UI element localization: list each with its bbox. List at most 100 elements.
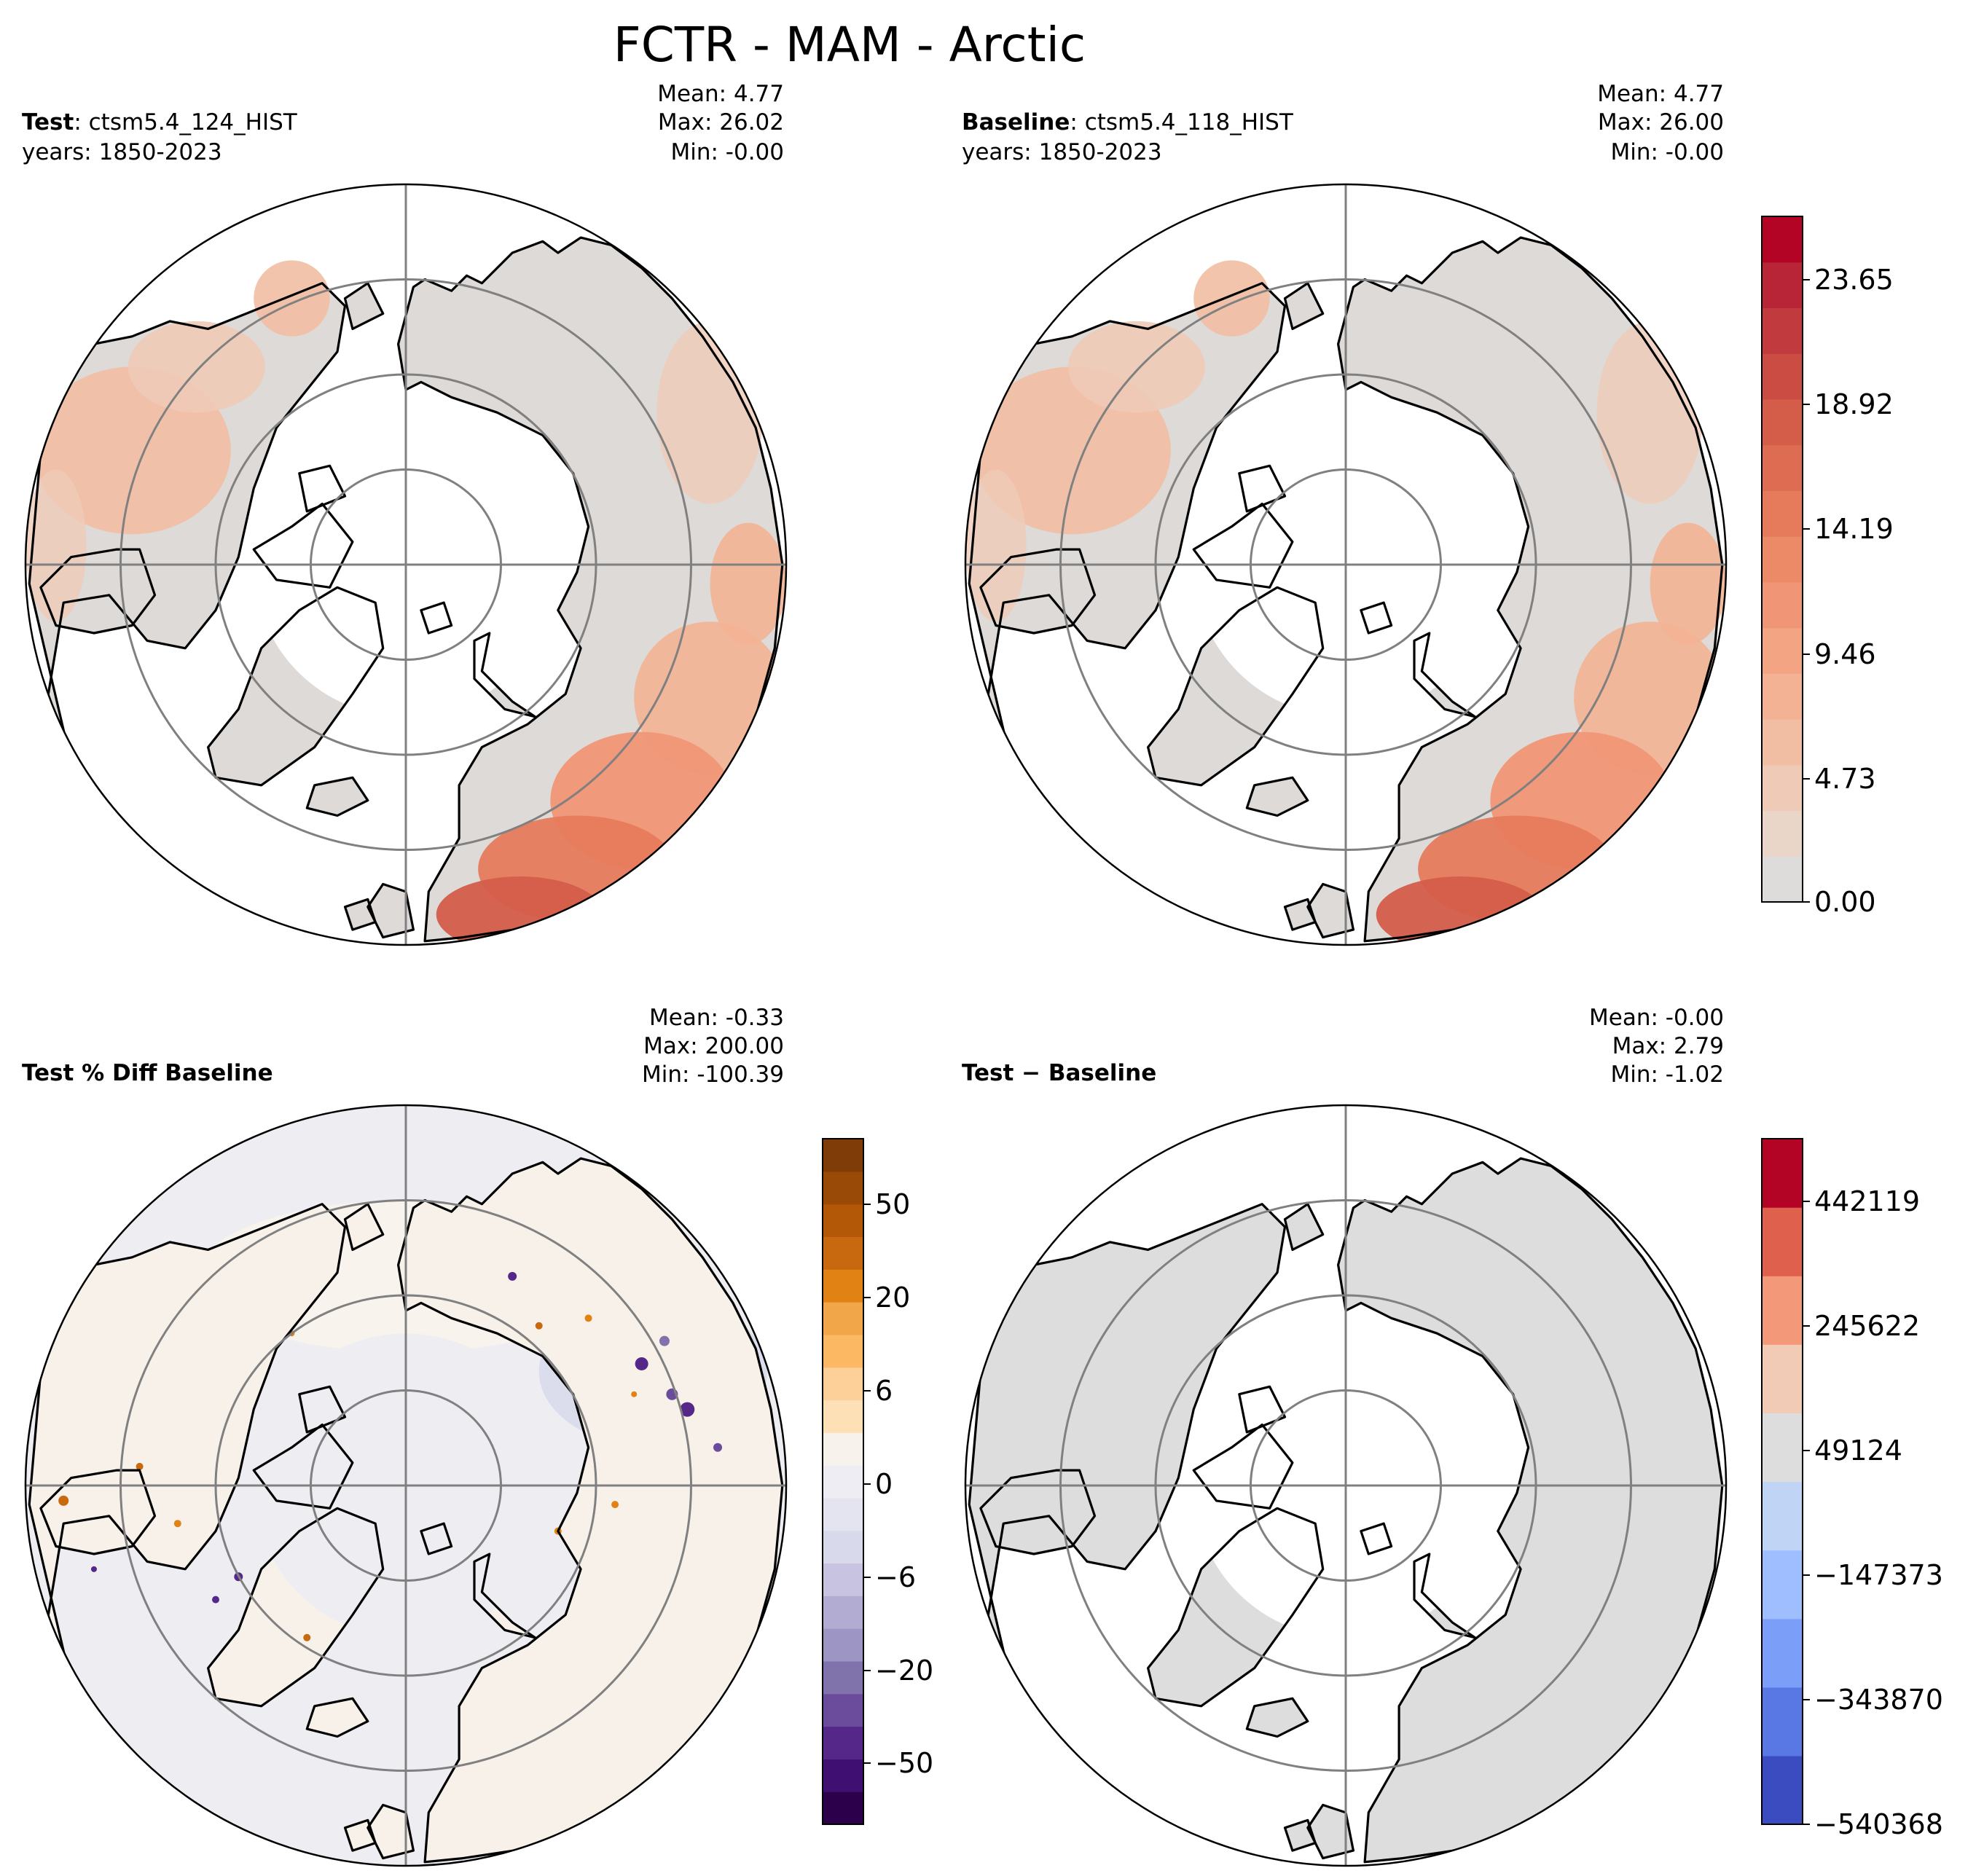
colorbar-swatch <box>1762 810 1803 857</box>
colorbar-swatch <box>1762 1481 1803 1551</box>
colorbar-tick-label: −343870 <box>1814 1684 1943 1716</box>
coastline-ellesmere <box>1238 464 1287 513</box>
pctdiff-min: Min: -100.39 <box>642 1061 784 1088</box>
colorbar-swatch <box>823 1334 863 1368</box>
anomaly-speckle <box>303 1633 311 1641</box>
coastline-greenland <box>1146 586 1325 787</box>
colorbar-swatch <box>823 1726 863 1759</box>
coastline-archipelago <box>1192 502 1294 589</box>
map-boundary <box>964 1104 1728 1867</box>
coastline-alaska_is <box>1283 282 1325 330</box>
colorbar-swatch <box>1762 262 1803 308</box>
colorbar-swatch <box>1762 1344 1803 1413</box>
colorbar-diff: −540368 −343870 −147373 49124 245622 442119 <box>1761 1138 1943 1840</box>
coastline-britain <box>366 1803 415 1860</box>
data-patch <box>1650 522 1726 645</box>
colorbar-tick-label: −20 <box>875 1655 933 1687</box>
colorbar-swatch <box>823 1693 863 1727</box>
colorbar-swatch <box>1762 1139 1803 1208</box>
colorbar-tick-label: −540368 <box>1814 1808 1943 1840</box>
colorbar-tick-label: 49124 <box>1814 1435 1902 1467</box>
anomaly-speckle <box>713 1443 723 1452</box>
map-test <box>24 183 788 946</box>
colorbar-swatch <box>823 1139 863 1172</box>
panel-pctdiff-header: Test % Diff Baseline Mean: -0.33 Max: 20… <box>22 1005 784 1088</box>
coastline-svalbard <box>1360 601 1393 635</box>
map-baseline <box>964 183 1728 946</box>
figure-title: FCTR - MAM - Arctic <box>613 17 1086 73</box>
colorbar-tick-label: 9.46 <box>1814 638 1876 670</box>
colorbar-tick-label: 23.65 <box>1814 264 1894 296</box>
colorbar-swatch <box>823 1563 863 1596</box>
land-eurasia <box>1338 1158 1722 1862</box>
baseline-min: Min: -0.00 <box>1610 139 1724 165</box>
colorbar-swatch <box>1762 856 1803 903</box>
colorbar-swatch <box>1762 353 1803 400</box>
anomaly-speckle <box>659 1335 670 1346</box>
coastline-archipelago <box>1192 1423 1294 1510</box>
panel-diff-header: Test − Baseline Mean: -0.00 Max: 2.79 Mi… <box>962 1005 1724 1088</box>
data-patch <box>710 522 786 645</box>
coastline-alaska_is <box>343 1203 385 1252</box>
colorbar-swatch <box>1762 1618 1803 1688</box>
colorbar-swatch <box>823 1367 863 1401</box>
colorbar-swatch <box>823 1302 863 1335</box>
colorbar-swatch <box>1762 399 1803 446</box>
colorbar-frame <box>1761 216 1803 903</box>
land-iceland <box>307 777 368 816</box>
land-iceland <box>1247 1698 1308 1737</box>
diff-label: Test − Baseline <box>962 1060 1156 1086</box>
panel-test-header: Test: ctsm5.4_124_HIST years: 1850-2023 … <box>22 81 784 165</box>
baseline-mean: Mean: 4.77 <box>1597 81 1724 107</box>
coastline-archipelago <box>252 1423 354 1510</box>
data-patch <box>965 469 1027 622</box>
land-eurasia <box>398 1158 783 1862</box>
colorbar-tick-label: −50 <box>875 1747 933 1779</box>
colorbar-tick-label: 50 <box>875 1188 910 1220</box>
coastline-iceland <box>305 1697 369 1738</box>
baseline-label: Baseline: ctsm5.4_118_HIST <box>962 109 1294 136</box>
data-patch <box>1067 321 1205 413</box>
anomaly-speckle <box>212 1596 219 1604</box>
colorbar-swatch <box>1762 1550 1803 1620</box>
colorbar-tick-label: −147373 <box>1814 1559 1943 1591</box>
anomaly-speckle <box>136 1462 144 1470</box>
colorbar-swatch <box>1762 581 1803 629</box>
anomaly-speckle <box>680 1402 695 1417</box>
colorbar-swatch <box>1762 307 1803 354</box>
colorbar-tick-label: 14.19 <box>1814 513 1894 545</box>
anomaly-speckle <box>631 1391 638 1397</box>
colorbar-swatch <box>823 1759 863 1792</box>
diff-mean: Mean: -0.00 <box>1589 1005 1724 1031</box>
anomaly-speckle <box>584 1314 592 1322</box>
colorbar-swatch <box>823 1661 863 1695</box>
colorbar-swatch <box>1762 490 1803 537</box>
map-boundary <box>24 1104 788 1867</box>
test-max: Max: 26.02 <box>658 109 784 136</box>
coastline-ireland <box>343 1818 377 1852</box>
coastline-alaska_is <box>1283 1203 1325 1252</box>
colorbar-swatch <box>823 1432 863 1466</box>
colorbar-swatch <box>823 1791 863 1825</box>
anomaly-speckle <box>535 1322 543 1330</box>
test-min: Min: -0.00 <box>670 139 784 165</box>
coastline-britain <box>366 882 415 939</box>
coastline-iceland <box>1245 776 1309 817</box>
colorbar-swatch <box>1762 1755 1803 1825</box>
baseline-years: years: 1850-2023 <box>962 139 1162 165</box>
coastline-novaya <box>1413 632 1477 718</box>
pctdiff-max: Max: 200.00 <box>643 1033 784 1059</box>
test-mean: Mean: 4.77 <box>657 81 784 107</box>
coastline-britain <box>1306 882 1355 939</box>
colorbar-frame <box>1761 1138 1803 1825</box>
colorbar-tick-label: 6 <box>875 1375 893 1407</box>
coastline-novaya <box>1413 1553 1477 1639</box>
coastline-iceland <box>305 776 369 817</box>
colorbar-swatch <box>1762 1687 1803 1757</box>
data-patch <box>1193 260 1270 337</box>
land-iceland <box>307 1698 368 1737</box>
colorbar-swatch <box>1762 1207 1803 1276</box>
colorbar-pctdiff: −50 −20 −6 0 6 20 50 <box>822 1138 933 1825</box>
map-pctdiff <box>24 1104 788 1867</box>
coastline-greenland <box>207 586 385 787</box>
